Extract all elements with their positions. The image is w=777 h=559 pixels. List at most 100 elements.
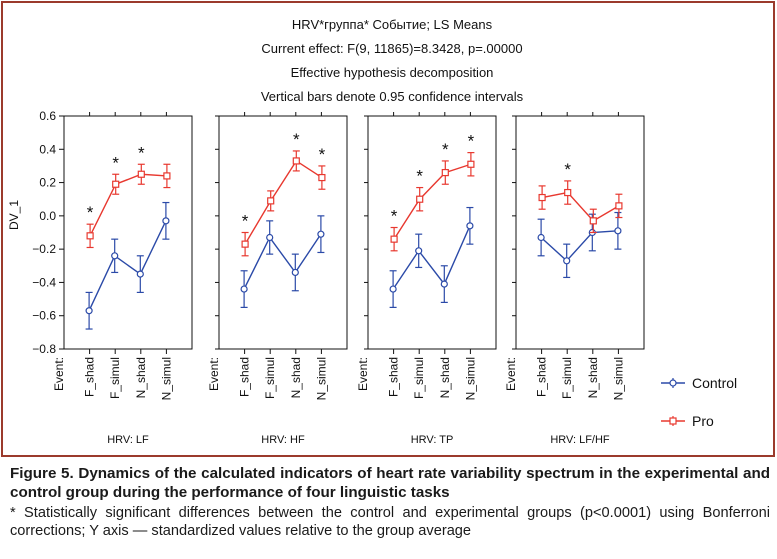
data-point [466, 222, 474, 230]
y-tick-label: 0.6 [39, 109, 56, 123]
panel-frame [218, 115, 348, 350]
legend-item-control: Control [661, 375, 737, 391]
series-control [240, 215, 325, 308]
y-tick-label: 0.4 [39, 142, 56, 156]
x-tick-label: F_simul [412, 357, 426, 399]
series-line [89, 173, 167, 237]
x-tick-label: F_shad [83, 357, 97, 397]
data-point [390, 235, 398, 243]
data-point [467, 160, 475, 168]
significance-mark: * [293, 130, 300, 149]
event-label: Event: [504, 357, 518, 391]
x-tick-label: N_simul [159, 357, 173, 400]
caption-note: * Statistically significant differences … [10, 505, 770, 539]
data-point [163, 172, 171, 180]
data-point [389, 285, 397, 293]
x-tick-label: F_shad [535, 357, 549, 397]
chart-legend: Control Pro [661, 375, 737, 429]
data-point [589, 217, 597, 225]
event-label: Event: [356, 357, 370, 391]
panel-label: HRV: TP [411, 434, 454, 446]
y-axis-label: DV_1 [7, 200, 21, 230]
significance-mark: * [391, 207, 398, 226]
series-line [392, 225, 471, 290]
x-tick-label: F_shad [238, 357, 252, 397]
x-tick-label: N_shad [289, 357, 303, 398]
series-line [243, 233, 322, 290]
y-tick-label: −0.6 [32, 309, 56, 323]
significance-mark: * [564, 160, 571, 179]
x-tick-label: N_shad [438, 357, 452, 398]
legend-marker [669, 417, 677, 425]
panel-frame [367, 115, 497, 350]
x-tick-label: N_shad [586, 357, 600, 398]
chart-title-line: HRV*группа* Событие; LS Means [292, 17, 493, 32]
chart-title: HRV*группа* Событие; LS Means Current eff… [261, 17, 524, 104]
series-control [389, 206, 474, 308]
panel-frame [63, 115, 193, 350]
caption-title: Figure 5. Dynamics of the calculated ind… [10, 465, 770, 501]
event-label: Event: [207, 357, 221, 391]
panel-4: Event: F_shad F_simul N_shad N_simul HRV: LF/… [504, 112, 645, 446]
legend-label: Control [692, 375, 737, 391]
panel-2: Event: F_shad F_simul N_shad N_simul HRV: HF *… [207, 112, 348, 446]
y-tick-label: 0.2 [39, 176, 56, 190]
data-point [136, 270, 144, 278]
data-point [137, 170, 145, 178]
series-line [541, 191, 620, 222]
data-point [416, 195, 424, 203]
series-line [88, 220, 167, 312]
significance-mark: * [416, 167, 423, 186]
legend-item-pro: Pro [661, 413, 714, 429]
chart-panels: Event: F_shad F_simul N_shad N_simul HRV: LF *… [52, 112, 645, 446]
legend-label: Pro [692, 413, 714, 429]
y-axis: 0.6 0.4 0.2 0.0 −0.2 −0.4 −0.6 −0.8 [32, 109, 64, 356]
data-point [111, 252, 119, 260]
series-line [244, 159, 323, 245]
significance-mark: * [87, 203, 94, 222]
data-point [85, 307, 93, 315]
y-tick-label: 0.0 [39, 209, 56, 223]
data-point [241, 240, 249, 248]
series-pro [241, 150, 326, 257]
data-point [162, 217, 170, 225]
series-line [393, 163, 472, 240]
y-tick-label: −0.4 [32, 275, 56, 289]
significance-mark: * [242, 212, 249, 231]
data-point [415, 247, 423, 255]
data-point [563, 257, 571, 265]
chart-title-line: Vertical bars denote 0.95 confidence int… [261, 89, 524, 104]
series-line [540, 230, 618, 262]
data-point [292, 157, 300, 165]
significance-mark: * [319, 145, 326, 164]
y-tick-label: −0.2 [32, 242, 56, 256]
series-pro [390, 152, 475, 252]
x-tick-label: F_simul [108, 357, 122, 399]
data-point [615, 202, 623, 210]
data-point [291, 268, 299, 277]
chart-title-line: Current effect: F(9, 11865)=8.3428, p=.0… [261, 41, 522, 56]
panel-label: HRV: HF [261, 434, 305, 446]
event-label: Event: [52, 357, 66, 391]
data-point [538, 193, 546, 202]
significance-mark: * [138, 143, 145, 162]
series-pro [86, 163, 171, 249]
significance-mark: * [468, 132, 475, 151]
hrv-ls-means-chart: HRV*группа* Событие; LS Means Current eff… [1, 1, 775, 457]
x-tick-label: F_simul [263, 357, 277, 399]
data-point [440, 280, 448, 288]
x-tick-label: N_simul [314, 357, 328, 400]
data-point [318, 173, 326, 182]
legend-marker [669, 379, 677, 387]
data-point [537, 233, 545, 242]
data-point [441, 168, 449, 177]
panel-3: Event: F_shad F_simul N_shad N_simul HRV: TP *… [356, 112, 497, 446]
data-point [267, 197, 275, 205]
series-pro [538, 180, 623, 234]
data-point [112, 180, 120, 188]
data-point [317, 230, 325, 238]
x-tick-label: N_simul [611, 357, 625, 400]
significance-mark: * [112, 153, 119, 172]
y-tick-label: −0.8 [32, 342, 56, 356]
